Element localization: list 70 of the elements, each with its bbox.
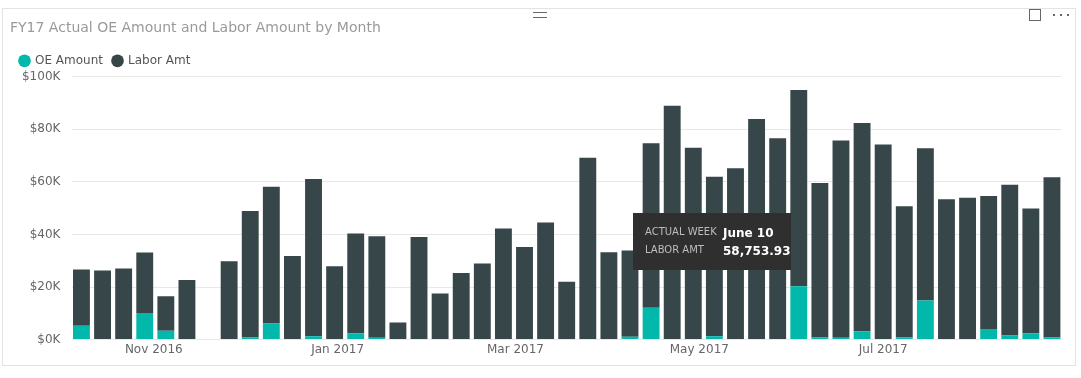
y-tick-label: $100K <box>21 68 62 83</box>
annotation: ACTUAL WEEK <box>645 225 718 239</box>
bar <box>579 157 597 340</box>
bar <box>705 336 723 340</box>
bar <box>537 222 555 340</box>
x-tick-label: May 2017 <box>669 341 729 356</box>
bar <box>136 252 154 314</box>
bar <box>1043 177 1061 338</box>
bar <box>1001 335 1019 340</box>
bar <box>558 281 576 340</box>
bar <box>959 197 977 340</box>
y-tick-label: $60K <box>29 174 62 189</box>
bar <box>473 263 491 340</box>
annotation: LABOR AMT <box>645 243 705 257</box>
bar <box>305 336 322 340</box>
bar <box>1001 184 1019 336</box>
bar <box>832 140 850 338</box>
bar <box>980 329 998 340</box>
bar <box>368 236 386 338</box>
annotation: 58,753.93 <box>723 243 792 258</box>
legend-label: Labor Amt <box>128 52 191 67</box>
bar <box>853 123 871 332</box>
bar <box>853 331 871 340</box>
chart-title: FY17 Actual OE Amount and Labor Amount by Month <box>10 19 381 36</box>
bar <box>347 233 365 334</box>
bar <box>1022 333 1040 340</box>
bar <box>642 307 660 340</box>
bar <box>283 256 301 340</box>
bar <box>115 268 133 340</box>
bar <box>431 293 449 340</box>
bar <box>516 247 533 340</box>
y-tick-label: $0K <box>37 331 62 346</box>
bar <box>811 183 829 338</box>
bar <box>600 252 618 340</box>
bar <box>790 89 808 287</box>
bar <box>410 237 428 340</box>
bar <box>1022 208 1040 334</box>
bar <box>347 333 365 340</box>
bar <box>262 186 280 324</box>
x-tick-label: Jan 2017 <box>310 341 365 356</box>
bar <box>494 228 512 340</box>
bar <box>389 322 407 340</box>
y-tick-label: $80K <box>29 121 62 136</box>
y-tick-label: $20K <box>29 279 62 294</box>
bar <box>916 148 934 301</box>
bar <box>136 313 154 340</box>
bar <box>241 211 259 338</box>
bar <box>938 199 955 340</box>
legend-label: OE Amount <box>35 52 104 67</box>
bar <box>94 270 111 340</box>
bar <box>790 286 808 340</box>
bar <box>220 261 238 340</box>
y-tick-label: $40K <box>29 226 62 241</box>
bar <box>73 269 90 326</box>
bar <box>178 279 196 340</box>
bar <box>895 206 913 338</box>
bar <box>452 273 470 340</box>
x-tick-label: Nov 2016 <box>124 341 183 356</box>
bar <box>305 179 322 337</box>
bar <box>157 296 175 331</box>
bar <box>980 196 998 330</box>
bar <box>916 300 934 340</box>
bar <box>262 323 280 340</box>
bar <box>326 266 344 340</box>
x-tick-label: Jul 2017 <box>857 341 908 356</box>
bar <box>157 330 175 340</box>
annotation: June 10 <box>723 225 775 240</box>
bar <box>874 144 892 340</box>
x-tick-label: Mar 2017 <box>486 341 544 356</box>
bar <box>73 325 90 340</box>
